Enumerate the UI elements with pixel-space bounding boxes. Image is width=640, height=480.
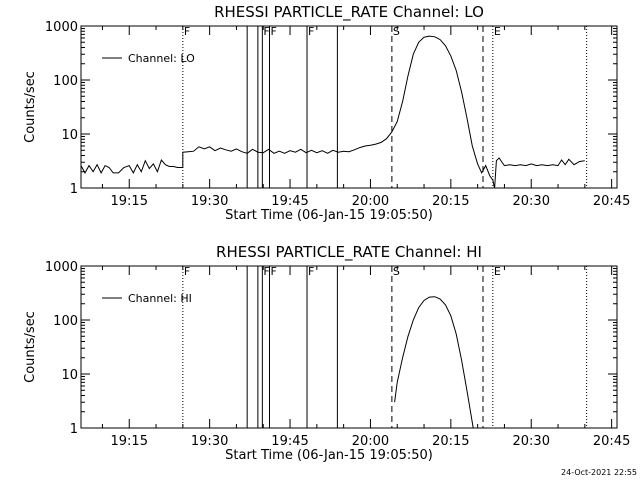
chart-0-marker-label: F (270, 25, 276, 38)
chart-1-ylabel: Counts/sec (23, 311, 38, 383)
chart-0-xtick-label: 19:30 (191, 194, 228, 209)
chart-1-marker-label: F (263, 265, 269, 278)
chart-0-marker-label: F (184, 25, 190, 38)
chart-1-xtick-label: 20:15 (432, 434, 469, 449)
chart-1-xtick-label: 20:30 (513, 434, 550, 449)
chart-1-xtick-label: 19:30 (191, 434, 228, 449)
chart-0-marker-label: E (494, 25, 501, 38)
chart-panel-hi: RHESSI PARTICLE_RATE Channel: HI 1 10 100 10… (23, 243, 630, 463)
chart-1-ytick-label: 1000 (45, 260, 78, 275)
chart-1-marker-label: F (308, 265, 314, 278)
chart-1-marker-label: E (494, 265, 501, 278)
chart-1-xtick-label: 20:45 (593, 434, 630, 449)
chart-0-ylabel: Counts/sec (23, 71, 38, 143)
chart-1-xtick-label: 19:15 (111, 434, 148, 449)
chart-0-xtick-label: 20:45 (593, 194, 630, 209)
chart-1-frame (80, 265, 618, 429)
chart-0-xtick-label: 20:00 (352, 194, 389, 209)
chart-1-ytick-label: 1 (70, 422, 78, 437)
chart-0-xtick-label: 19:15 (111, 194, 148, 209)
chart-1-marker-label: F (184, 265, 190, 278)
chart-1-marker-label: S (393, 265, 400, 278)
chart-0-ytick-label: 1000 (45, 20, 78, 35)
chart-0-xtick-label: 20:30 (513, 194, 550, 209)
chart-1-xtick-label: 20:00 (352, 434, 389, 449)
chart-1-ytick-label: 100 (53, 314, 78, 329)
chart-1-xtick-label: 19:45 (271, 434, 308, 449)
chart-1-marker-label: F (270, 265, 276, 278)
chart-1-ytick-label: 10 (61, 368, 78, 383)
chart-0-xtick-label: 19:45 (271, 194, 308, 209)
chart-0-marker-label: F (308, 25, 314, 38)
chart-0-legend-label: Channel: LO (128, 52, 195, 65)
footer-timestamp: 24-Oct-2021 22:55 (561, 468, 637, 477)
chart-1-legend-label: Channel: HI (128, 292, 192, 305)
chart-panel-lo: RHESSI PARTICLE_RATE Channel: LO 1 10 100 10… (23, 3, 630, 223)
chart-0-marker-label: F (263, 25, 269, 38)
chart-0-xtick-label: 20:15 (432, 194, 469, 209)
chart-0-ytick-label: 100 (53, 74, 78, 89)
chart-1-title: RHESSI PARTICLE_RATE Channel: HI (216, 243, 482, 262)
chart-0-frame (80, 25, 618, 189)
chart-0-ytick-label: 1 (70, 182, 78, 197)
chart-0-xlabel: Start Time (06-Jan-15 19:05:50) (225, 208, 433, 223)
chart-1-series-line (394, 296, 474, 429)
chart-0-ytick-label: 10 (61, 128, 78, 143)
chart-0-title: RHESSI PARTICLE_RATE Channel: LO (214, 3, 484, 22)
chart-1-xlabel: Start Time (06-Jan-15 19:05:50) (225, 448, 433, 463)
chart-0-series-line (80, 35, 585, 189)
chart-0-marker-label: S (393, 25, 400, 38)
